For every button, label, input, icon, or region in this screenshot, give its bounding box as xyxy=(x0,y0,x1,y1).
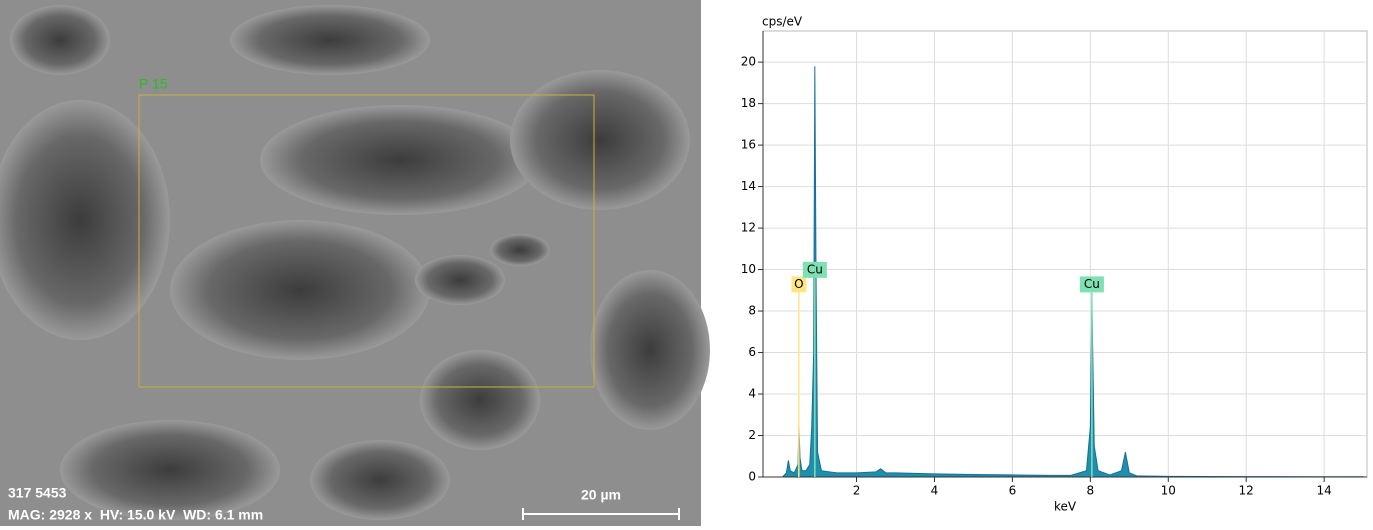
plot-area xyxy=(762,30,1368,478)
annotation-label: Cu xyxy=(807,262,823,276)
y-tick-label: 6 xyxy=(748,345,756,359)
x-tick-label: 6 xyxy=(1009,484,1017,498)
y-axis-label: cps/eV xyxy=(762,15,803,29)
y-tick-label: 10 xyxy=(741,262,756,276)
spectrum-area xyxy=(781,66,1364,478)
y-tick-label: 2 xyxy=(748,428,756,442)
x-axis-label: keV xyxy=(1054,500,1077,514)
annotation-label: Cu xyxy=(1084,277,1100,291)
annotation-box xyxy=(1079,276,1104,293)
roi-label: P 15 xyxy=(139,76,168,92)
y-tick-label: 4 xyxy=(748,387,756,401)
y-tick-label: 20 xyxy=(741,55,756,69)
y-tick-label: 8 xyxy=(748,304,756,318)
annotation-label: O xyxy=(794,277,803,291)
id-label: 317 5453 xyxy=(8,485,67,501)
x-tick-label: 14 xyxy=(1316,484,1331,498)
scale-bar-label: 20 µm xyxy=(581,487,621,503)
annotation-box xyxy=(791,276,807,293)
y-tick-label: 16 xyxy=(741,138,756,152)
y-tick-label: 18 xyxy=(741,96,756,110)
y-tick-label: 12 xyxy=(741,221,756,235)
x-tick-label: 8 xyxy=(1087,484,1095,498)
info-label: MAG: 2928 x HV: 15.0 kV WD: 6.1 mm xyxy=(8,507,263,523)
annotation-box xyxy=(802,261,827,278)
y-tick-label: 0 xyxy=(748,470,756,484)
y-tick-label: 14 xyxy=(741,179,756,193)
x-tick-label: 12 xyxy=(1239,484,1254,498)
x-tick-label: 4 xyxy=(931,484,939,498)
x-tick-label: 2 xyxy=(853,484,861,498)
x-tick-label: 10 xyxy=(1161,484,1176,498)
sem-image: P 15 317 5453 MAG: 2928 x HV: 15.0 kV WD… xyxy=(0,0,710,526)
